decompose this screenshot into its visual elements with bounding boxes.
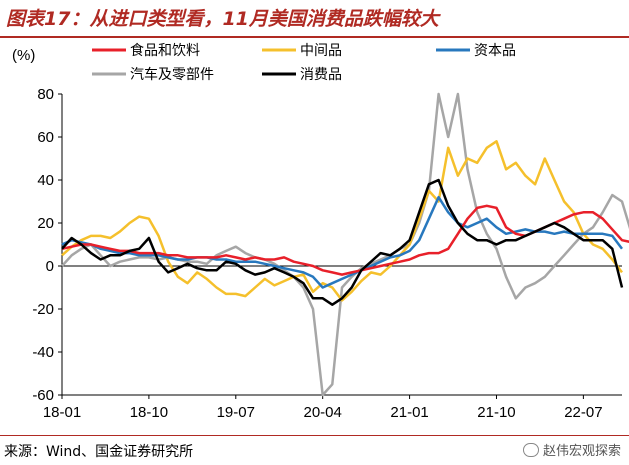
title-divider (0, 36, 629, 38)
x-tick-label: 22-07 (564, 404, 602, 421)
x-tick-label: 21-10 (477, 404, 515, 421)
x-axis: 18-01 18-10 19-07 20-04 21-01 21-10 22-07 (43, 265, 622, 421)
series-line-4 (61, 178, 624, 306)
y-tick-label: -40 (32, 344, 54, 361)
y-tick-label: -60 (32, 387, 54, 404)
source-note: 来源：Wind、国金证券研究所 (4, 444, 194, 460)
y-tick-label: 20 (37, 215, 54, 232)
x-tick-label: 19-07 (217, 404, 255, 421)
footer-divider (0, 435, 629, 436)
watermark-text: 赵伟宏观探索 (542, 444, 621, 459)
x-tick-label: 20-04 (304, 404, 342, 421)
page-title: 图表17：从进口类型看，11月美国消费品跌幅较大 (6, 8, 439, 30)
y-tick-label: 0 (46, 258, 54, 275)
x-tick-label: 18-10 (130, 404, 168, 421)
legend-label: 中间品 (300, 43, 342, 59)
y-tick-label: 60 (37, 129, 54, 146)
y-axis: 80 60 40 20 0 -20 -40 -60 (32, 86, 63, 404)
plot-area (61, 92, 629, 397)
wechat-icon (522, 442, 539, 457)
legend-label: 资本品 (474, 43, 516, 59)
y-tick-label: 80 (37, 86, 54, 103)
y-axis-label: (%) (12, 47, 35, 64)
legend-label: 消费品 (300, 67, 342, 83)
x-tick-label: 21-01 (390, 404, 428, 421)
watermark: 赵伟宏观探索 (522, 440, 621, 459)
series-line-3 (61, 92, 629, 397)
legend-label: 食品和饮料 (130, 42, 200, 59)
y-tick-label: 40 (37, 172, 54, 189)
legend-label: 汽车及零部件 (130, 66, 214, 83)
series-line-1 (61, 140, 623, 302)
x-tick-label: 18-01 (43, 404, 81, 421)
y-tick-label: -20 (32, 301, 54, 318)
